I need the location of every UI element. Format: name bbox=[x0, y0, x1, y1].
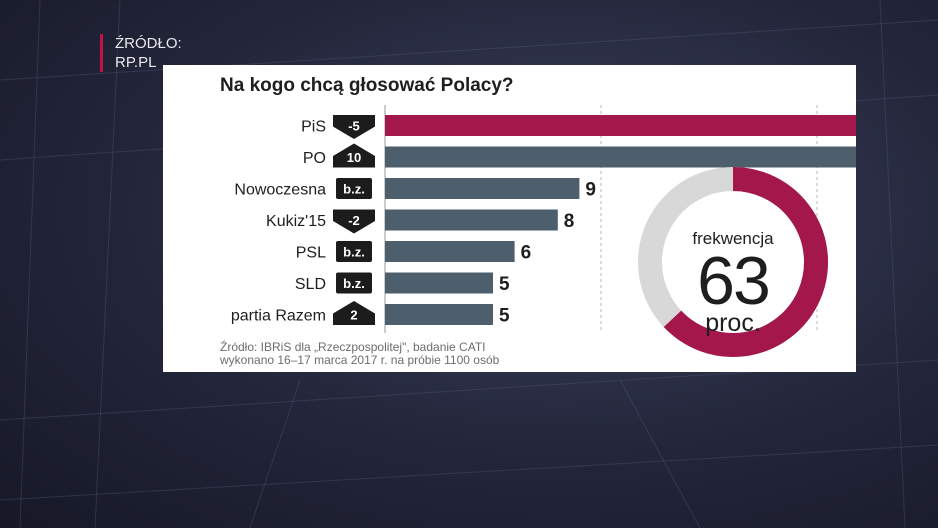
turnout-label: frekwencja bbox=[692, 229, 774, 248]
bar bbox=[385, 272, 493, 294]
value-label: 9 bbox=[585, 180, 596, 201]
change-label: 2 bbox=[350, 308, 357, 323]
category-label: Kukiz'15 bbox=[266, 213, 326, 230]
value-label: 5 bbox=[499, 306, 510, 327]
value-label: 8 bbox=[564, 211, 575, 232]
change-label: b.z. bbox=[343, 276, 365, 291]
bar bbox=[385, 241, 515, 262]
bar bbox=[385, 209, 558, 231]
turnout-value: 63 bbox=[697, 243, 771, 319]
bar bbox=[385, 115, 856, 136]
source-tag: ŹRÓDŁO: RP.PL bbox=[100, 34, 182, 72]
no-change-badge bbox=[336, 272, 372, 294]
change-label: -2 bbox=[348, 213, 360, 228]
bar bbox=[385, 178, 580, 199]
source-tag-site: RP.PL bbox=[115, 54, 157, 71]
category-label: PiS bbox=[301, 119, 326, 136]
arrow-up-icon bbox=[333, 143, 375, 168]
category-label: SLD bbox=[295, 276, 326, 293]
category-label: PO bbox=[303, 150, 326, 167]
turnout-unit: proc. bbox=[705, 309, 761, 337]
source-tag-label: ŹRÓDŁO: bbox=[115, 35, 182, 52]
category-label: Nowoczesna bbox=[234, 182, 326, 199]
bar bbox=[385, 146, 856, 168]
footnote-line: Źródło: IBRiS dla „Rzeczpospolitej", bad… bbox=[220, 340, 486, 354]
change-label: -5 bbox=[348, 119, 360, 134]
category-label: partia Razem bbox=[231, 308, 326, 325]
bar-chart: PiS-529PO1027Nowoczesnab.z.9Kukiz'15-28P… bbox=[231, 105, 856, 357]
no-change-badge bbox=[336, 241, 372, 262]
chart-title: Na kogo chcą głosować Polacy? bbox=[220, 75, 514, 96]
value-label: 6 bbox=[521, 243, 532, 264]
category-label: PSL bbox=[296, 245, 326, 262]
value-label: 5 bbox=[499, 274, 510, 295]
chart-footnote: Źródło: IBRiS dla „Rzeczpospolitej", bad… bbox=[220, 341, 499, 367]
arrow-down-icon bbox=[333, 115, 375, 139]
turnout-donut-filled bbox=[663, 167, 828, 357]
infographic-card: Na kogo chcą głosować Polacy? PiS -5 2 9 PO 1… bbox=[163, 65, 856, 372]
arrow-down-icon bbox=[333, 209, 375, 234]
no-change-badge bbox=[336, 178, 372, 199]
change-label: b.z. bbox=[343, 245, 365, 260]
change-label: b.z. bbox=[343, 182, 365, 197]
change-label: 10 bbox=[347, 150, 361, 165]
footnote-line: wykonano 16–17 marca 2017 r. na próbie 1… bbox=[220, 353, 500, 367]
bar bbox=[385, 304, 493, 325]
arrow-up-icon bbox=[333, 301, 375, 325]
